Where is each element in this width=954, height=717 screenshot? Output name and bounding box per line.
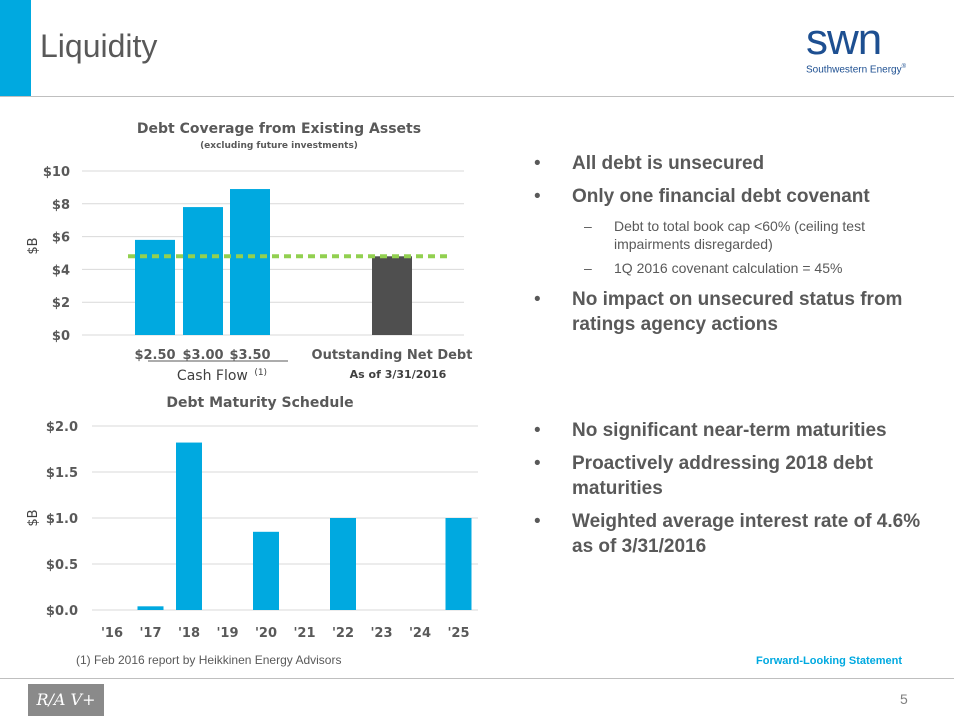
y-tick-label: $1.0 bbox=[46, 512, 78, 527]
y-tick-label: $2.0 bbox=[46, 420, 78, 435]
x-tick-label: $3.50 bbox=[229, 348, 270, 363]
x-tick-label: '24 bbox=[409, 626, 431, 641]
chart-subtitle: (excluding future investments) bbox=[200, 141, 358, 151]
company-logo: swn Southwestern Energy® bbox=[806, 18, 926, 80]
bullet-item: Weighted average interest rate of 4.6% a… bbox=[532, 509, 942, 559]
page-title: Liquidity bbox=[40, 28, 158, 64]
bullet-item: No significant near-term maturities bbox=[532, 418, 942, 443]
logo-company-name: Southwestern Energy® bbox=[806, 64, 907, 76]
cash-flow-label: Cash Flow (1) bbox=[177, 368, 267, 384]
bar bbox=[372, 256, 412, 335]
as-of-date-label: As of 3/31/2016 bbox=[350, 368, 447, 381]
y-tick-label: $0.0 bbox=[46, 604, 78, 619]
bar bbox=[135, 239, 175, 335]
x-tick-label: '21 bbox=[293, 626, 315, 641]
y-tick-label: $4 bbox=[52, 263, 70, 278]
x-tick-label: '20 bbox=[255, 626, 277, 641]
y-tick-label: $10 bbox=[43, 165, 70, 180]
x-tick-label: $3.00 bbox=[182, 348, 223, 363]
x-tick-label: Outstanding Net Debt bbox=[312, 348, 473, 363]
y-tick-label: $2 bbox=[52, 296, 70, 311]
bar bbox=[230, 189, 270, 335]
footnote: (1) Feb 2016 report by Heikkinen Energy … bbox=[76, 653, 342, 667]
x-tick-label: '22 bbox=[332, 626, 354, 641]
y-axis-label: $B bbox=[26, 237, 41, 254]
chart-title: Debt Maturity Schedule bbox=[166, 395, 353, 411]
y-tick-label: $6 bbox=[52, 231, 70, 246]
y-tick-label: $1.5 bbox=[46, 466, 78, 481]
x-tick-label: '19 bbox=[216, 626, 238, 641]
bullet-list-maturities: No significant near-term maturities Proa… bbox=[532, 418, 942, 567]
x-tick-label: '17 bbox=[139, 626, 161, 641]
y-axis-label: $B bbox=[26, 509, 41, 526]
bar bbox=[137, 606, 164, 610]
bar bbox=[330, 518, 356, 610]
x-tick-label: '16 bbox=[101, 626, 123, 641]
y-tick-label: $0 bbox=[52, 329, 70, 344]
chart-title: Debt Coverage from Existing Assets bbox=[137, 121, 421, 137]
header-accent-bar bbox=[0, 0, 31, 96]
y-tick-label: $8 bbox=[52, 198, 70, 213]
x-tick-label: '23 bbox=[370, 626, 392, 641]
footer-logo-badge: R/A V+ bbox=[28, 684, 104, 716]
page-number: 5 bbox=[900, 691, 908, 707]
x-tick-label: $2.50 bbox=[134, 348, 175, 363]
sub-bullet-item: Debt to total book cap <60% (ceiling tes… bbox=[532, 217, 942, 253]
y-tick-label: $0.5 bbox=[46, 558, 78, 573]
x-tick-label: '18 bbox=[178, 626, 200, 641]
bar bbox=[253, 531, 279, 610]
logo-wordmark: swn bbox=[806, 15, 882, 64]
bullet-list-covenants: All debt is unsecured Only one financial… bbox=[532, 151, 942, 345]
debt-coverage-chart: Debt Coverage from Existing Assets (excl… bbox=[26, 121, 473, 384]
header-divider bbox=[0, 96, 954, 97]
x-tick-label: '25 bbox=[447, 626, 469, 641]
forward-looking-statement-link[interactable]: Forward-Looking Statement bbox=[756, 655, 903, 667]
bar bbox=[183, 207, 223, 335]
debt-maturity-chart: Debt Maturity Schedule $B $2.0 $1.5 $1.0 $0… bbox=[26, 395, 478, 641]
bar bbox=[176, 442, 202, 610]
bullet-item: Proactively addressing 2018 debt maturit… bbox=[532, 451, 942, 501]
bullet-item: All debt is unsecured bbox=[532, 151, 942, 176]
sub-bullet-item: 1Q 2016 covenant calculation = 45% bbox=[532, 259, 942, 277]
footer-divider bbox=[0, 678, 954, 679]
bullet-item: No impact on unsecured status from ratin… bbox=[532, 287, 942, 337]
bullet-item: Only one financial debt covenant bbox=[532, 184, 942, 209]
bar bbox=[445, 518, 472, 610]
